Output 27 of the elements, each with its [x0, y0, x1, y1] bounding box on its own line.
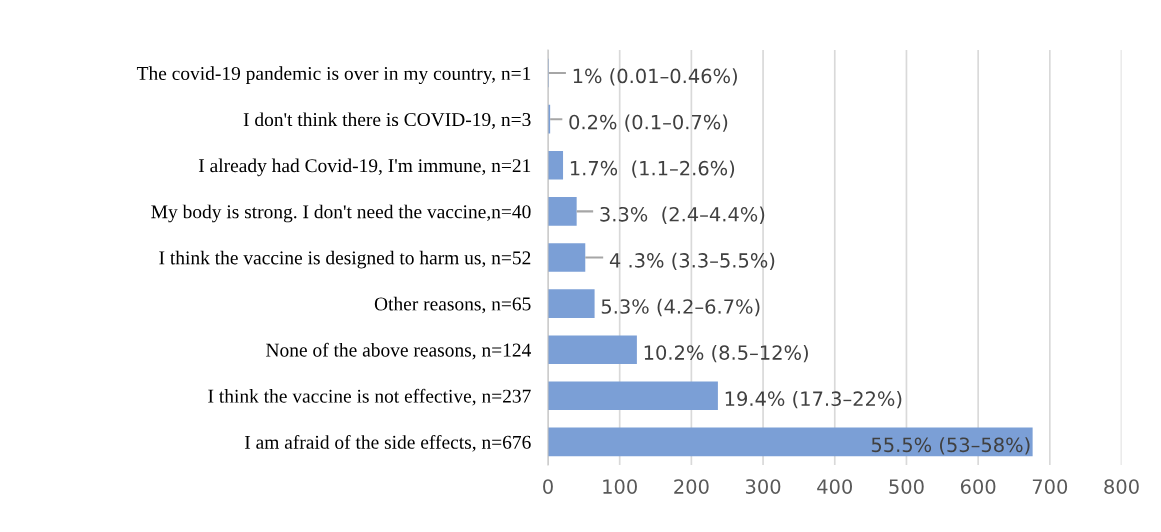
annotation: 0.2% (0.1–0.7%) — [569, 114, 728, 132]
y-tick-label: None of the above reasons, n=124 — [266, 342, 532, 360]
y-tick-label: Other reasons, n=65 — [374, 296, 531, 314]
y-tick-label: I am afraid of the side effects, n=676 — [244, 434, 531, 452]
x-tick-label: 400 — [817, 479, 853, 494]
y-tick-label: I think the vaccine is designed to harm us, n=52 — [159, 250, 531, 269]
annotation: 55.5% (53–58%) — [871, 437, 1030, 455]
y-tick-label: The covid-19 pandemic is over in my country, n=1 — [136, 66, 531, 84]
x-tick-label: 0 — [543, 479, 553, 494]
x-tick-label: 600 — [960, 479, 996, 494]
x-tick-label: 300 — [745, 479, 781, 494]
annotation: 1.7% (1.1–2.6%) — [570, 160, 735, 178]
y-tick-label: I already had Covid-19, I'm immune, n=21 — [198, 158, 531, 177]
x-tick-label: 100 — [603, 479, 637, 494]
annotation: 4 .3% (3.3–5.5%) — [609, 252, 775, 271]
x-tick-label: 500 — [889, 479, 924, 494]
x-tick-label: 800 — [1104, 479, 1139, 494]
annotation: 3.3% (2.4–4.4%) — [600, 206, 765, 224]
annotation: 19.4% (17.3–22%) — [725, 391, 902, 409]
annotation: 5.3% (4.2–6.7%) — [601, 298, 760, 317]
y-tick-label: I don't think there is COVID-19, n=3 — [243, 112, 531, 129]
x-tick-label: 200 — [674, 479, 709, 494]
annotation: 1% (0.01–0.46%) — [573, 68, 737, 86]
y-tick-label: My body is strong. I don't need the vaccine,n=40 — [151, 204, 531, 223]
x-tick-label: 700 — [1032, 479, 1068, 494]
y-tick-label: I think the vaccine is not effective, n=237 — [208, 388, 531, 406]
annotation: 10.2% (8.5–12%) — [644, 344, 808, 363]
